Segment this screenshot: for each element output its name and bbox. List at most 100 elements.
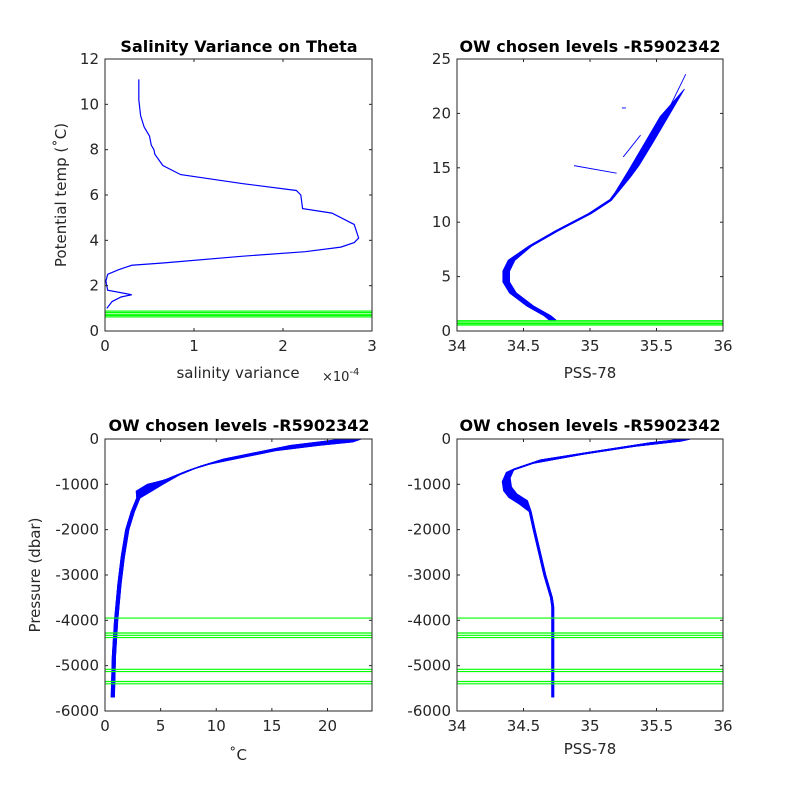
profile-line <box>113 439 357 698</box>
profile-line <box>112 439 362 698</box>
profile-line <box>509 439 689 698</box>
panel-2-title: OW chosen levels -R5902342 <box>459 37 720 56</box>
panel-4-x-ticks: 34 34.5 35 35.5 36 <box>447 439 733 735</box>
y-tick-label: -4000 <box>407 611 451 629</box>
profile-line <box>504 439 687 698</box>
panel-salinity-theta: OW chosen levels -R5902342 34 34.5 35 35.5 3… <box>432 37 733 382</box>
x-tick-label: 20 <box>318 717 337 735</box>
profile-line <box>113 439 352 698</box>
y-tick-label: 4 <box>89 231 99 249</box>
profile-line <box>506 98 677 321</box>
y-tick-label: -5000 <box>407 657 451 675</box>
y-tick-label: 0 <box>89 322 99 340</box>
panel-3-axes-box <box>104 438 373 712</box>
panel-salinity-pressure: OW chosen levels -R5902342 34 34.5 35 35.5 3… <box>407 416 732 758</box>
y-tick-label: 0 <box>89 430 99 448</box>
profile-line <box>112 439 361 698</box>
y-tick-label: 10 <box>432 213 451 231</box>
x-tick-label: 0 <box>100 717 110 735</box>
profile-line <box>111 440 356 698</box>
panel-temperature-pressure: OW chosen levels -R5902342 0 5 10 15 20 -600… <box>26 416 373 764</box>
y-tick-label: 2 <box>89 277 99 295</box>
profile-line <box>112 439 362 698</box>
panel-1-y-ticks: 0 2 4 6 8 10 12 <box>80 50 372 340</box>
profile-line <box>113 439 360 698</box>
profile-line <box>112 439 363 698</box>
profile-line <box>502 440 684 698</box>
panel-3-plot-area <box>105 439 372 698</box>
profile-line <box>111 440 358 698</box>
profile-line <box>111 440 357 698</box>
panel-1-plot-area <box>105 79 372 318</box>
x-tick-label: 35.5 <box>640 337 673 355</box>
profile-line <box>114 439 349 698</box>
profile-line <box>504 439 688 698</box>
panel-3-y-ticks: -6000 -5000 -4000 -3000 -2000 -1000 0 <box>55 430 372 720</box>
profile-line <box>112 439 361 698</box>
profile-line <box>112 439 363 698</box>
profile-line <box>507 439 693 698</box>
x-tick-label: 34.5 <box>507 717 540 735</box>
panel-1-axes-box <box>104 58 373 332</box>
profile-line <box>112 439 360 698</box>
profile-line <box>111 439 360 698</box>
profile-line <box>113 439 350 698</box>
profile-line <box>113 439 356 698</box>
profile-line <box>111 439 358 698</box>
profile-line <box>506 99 675 321</box>
profile-line <box>503 439 687 698</box>
x-tick-label: 36 <box>713 337 732 355</box>
profile-line <box>112 439 361 698</box>
y-tick-label: -2000 <box>55 521 99 539</box>
y-tick-label: 6 <box>89 186 99 204</box>
profile-line <box>505 103 672 321</box>
panel-3-title: OW chosen levels -R5902342 <box>108 416 369 435</box>
x-tick-label: 35.5 <box>640 717 673 735</box>
profile-line <box>501 440 682 698</box>
y-tick-label: -6000 <box>55 702 99 720</box>
profile-line <box>502 440 683 698</box>
panel-1-title: Salinity Variance on Theta <box>120 37 357 56</box>
x-tick-label: 36 <box>713 717 732 735</box>
profile-line <box>506 100 675 321</box>
profile-line <box>502 440 685 698</box>
panel-2-x-ticks: 34 34.5 35 35.5 36 <box>447 59 733 355</box>
profile-line <box>507 439 692 698</box>
profile-line <box>110 441 354 698</box>
profile-line <box>508 439 691 698</box>
profile-line <box>509 439 689 698</box>
panel-1-x-exponent: ×10-4 <box>322 367 359 385</box>
profile-line <box>111 440 356 698</box>
y-tick-label: -1000 <box>55 475 99 493</box>
panel-1-y-label: Potential temp (˚C) <box>52 123 70 267</box>
profile-line <box>111 439 359 698</box>
panel-2-x-label: PSS-78 <box>564 364 617 382</box>
y-tick-label: -6000 <box>407 702 451 720</box>
x-tick-label: 34 <box>447 337 466 355</box>
profile-line <box>111 440 355 698</box>
x-tick-label: 3 <box>367 337 377 355</box>
profile-line <box>113 439 358 698</box>
panel-2-plot-area <box>457 74 723 326</box>
y-tick-label: 25 <box>432 50 451 68</box>
profile-line <box>503 439 686 698</box>
profile-line <box>505 101 674 321</box>
x-tick-label: 0 <box>100 337 110 355</box>
y-tick-label: -5000 <box>55 657 99 675</box>
panel-2-axes-box <box>456 58 724 332</box>
y-tick-label: -1000 <box>407 475 451 493</box>
profile-line <box>506 439 692 698</box>
panel-2-y-ticks: 0 5 10 15 20 25 <box>432 50 723 340</box>
profile-line <box>507 439 693 698</box>
panel-4-plot-area <box>457 439 723 698</box>
y-tick-label: 12 <box>80 50 99 68</box>
profile-line <box>506 439 692 698</box>
y-tick-label: -2000 <box>407 521 451 539</box>
x-tick-label: 2 <box>278 337 288 355</box>
profile-line <box>504 439 688 698</box>
panel-3-y-label: Pressure (dbar) <box>26 518 44 633</box>
profile-line <box>508 439 690 698</box>
profile-line <box>111 440 357 698</box>
profile-line <box>508 439 691 698</box>
